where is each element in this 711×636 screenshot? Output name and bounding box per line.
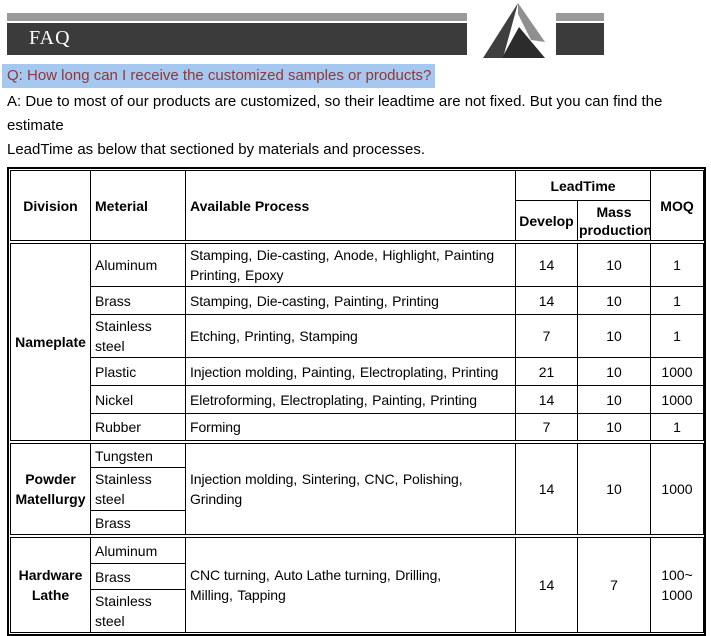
process-cell: Forming: [185, 413, 516, 441]
moq-cell: 100~ 1000: [650, 537, 704, 633]
mass-cell: 10: [577, 243, 651, 287]
mass-cell: 10: [577, 286, 651, 315]
moq-cell: 1: [650, 286, 704, 315]
develop-cell: 7: [515, 413, 578, 441]
process-cell: Stamping, Die-casting, Anode, Highlight,…: [185, 243, 516, 287]
division-cell: Hardware Lathe: [10, 537, 91, 633]
moq-cell: 1000: [650, 385, 704, 414]
material-cell: Brass: [90, 563, 186, 590]
faq-question: Q: How long can I receive the customized…: [2, 64, 711, 88]
division-cell: Nameplate: [10, 243, 91, 441]
process-cell: Injection molding, Sintering, CNC, Polis…: [185, 443, 516, 535]
mass-cell: 10: [577, 443, 651, 535]
develop-cell: 7: [515, 314, 578, 358]
material-cell: Stainless steel: [90, 467, 186, 511]
moq-cell: 1000: [650, 357, 704, 386]
material-cell: Plastic: [90, 357, 186, 386]
hardware-lathe-section: Hardware Lathe Aluminum CNC turning, Aut…: [10, 537, 704, 633]
col-header-meterial: Meterial: [90, 170, 186, 241]
moq-cell: 1: [650, 413, 704, 441]
process-cell: CNC turning, Auto Lathe turning, Drillin…: [185, 537, 516, 633]
mass-cell: 7: [577, 537, 651, 633]
process-cell: Etching, Printing, Stamping: [185, 314, 516, 358]
faq-banner: FAQ: [7, 13, 467, 55]
develop-cell: 14: [515, 443, 578, 535]
develop-cell: 14: [515, 537, 578, 633]
leadtime-table: Division Meterial Available Process Lead…: [7, 167, 706, 636]
develop-cell: 14: [515, 385, 578, 414]
faq-answer: A: Due to most of our products are custo…: [7, 93, 663, 158]
mass-cell: 10: [577, 357, 651, 386]
brand-triangle-logo-icon: [483, 3, 545, 58]
accent-gray-stripe: [556, 13, 604, 21]
material-cell: Stainless steel: [90, 314, 186, 358]
powder-matellurgy-section: Powder Matellurgy Tungsten Injection mol…: [10, 443, 704, 535]
leadtime-table-header: Division Meterial Available Process Lead…: [10, 170, 705, 241]
material-cell: Stainless steel: [90, 589, 186, 633]
develop-cell: 14: [515, 286, 578, 315]
material-cell: Aluminum: [90, 243, 186, 287]
moq-cell: 1: [650, 314, 704, 358]
mass-cell: 10: [577, 314, 651, 358]
faq-title: FAQ: [7, 23, 467, 55]
col-header-mass-production: Mass production: [576, 200, 652, 241]
material-cell: Nickel: [90, 385, 186, 414]
col-header-leadtime: LeadTime: [514, 170, 652, 201]
accent-dark-block: [556, 23, 604, 55]
moq-cell: 1000: [650, 443, 704, 535]
process-cell: Injection molding, Painting, Electroplat…: [185, 357, 516, 386]
col-header-develop: Develop: [515, 200, 578, 241]
division-cell: Powder Matellurgy: [10, 443, 91, 535]
question-highlight: Q: How long can I receive the customized…: [2, 64, 436, 88]
mass-cell: 10: [577, 385, 651, 414]
develop-cell: 14: [515, 243, 578, 287]
process-cell: Eletroforming, Electroplating, Painting,…: [185, 385, 516, 414]
banner-gray-stripe: [7, 13, 467, 21]
moq-cell: 1: [650, 243, 704, 287]
process-cell: Stamping, Die-casting, Painting, Printin…: [185, 286, 516, 315]
material-cell: Brass: [90, 510, 186, 535]
mass-cell: 10: [577, 413, 651, 441]
page-header: FAQ: [7, 0, 711, 60]
material-cell: Aluminum: [90, 537, 186, 564]
col-header-moq: MOQ: [650, 170, 705, 241]
col-header-division: Division: [10, 170, 91, 241]
material-cell: Rubber: [90, 413, 186, 441]
header-accent-block: [556, 13, 604, 55]
nameplate-section: Nameplate Aluminum Stamping, Die-casting…: [10, 243, 704, 441]
col-header-process: Available Process: [185, 170, 516, 241]
material-cell: Tungsten: [90, 443, 186, 468]
material-cell: Brass: [90, 286, 186, 315]
develop-cell: 21: [515, 357, 578, 386]
